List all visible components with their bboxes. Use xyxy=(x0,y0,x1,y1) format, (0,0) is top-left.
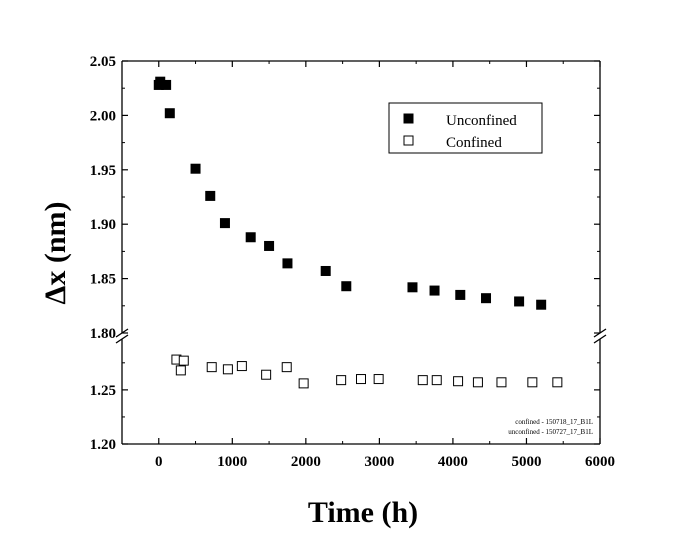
confined-data-point xyxy=(431,375,442,386)
x-tick-label: 3000 xyxy=(364,454,394,470)
confined-data-point xyxy=(356,374,366,385)
unconfined-data-point xyxy=(190,163,201,174)
confined-data-point xyxy=(178,355,189,366)
unconfined-data-point xyxy=(481,293,492,304)
y-tick-label: 2.05 xyxy=(90,54,116,70)
unconfined-data-point xyxy=(264,240,275,251)
y-tick-label: 1.80 xyxy=(90,326,116,342)
legend-box xyxy=(388,102,543,154)
confined-data-point xyxy=(552,377,563,388)
y-axis-title: Δx (nm) xyxy=(39,202,72,305)
confined-data-point xyxy=(472,377,483,388)
legend-label-unconfined: Unconfined xyxy=(446,113,517,129)
confined-data-point xyxy=(281,362,292,373)
confined-data-point xyxy=(336,375,347,386)
x-tick-label: 1000 xyxy=(217,454,247,470)
annotation-line-2: unconfined - 150727_17_B1L xyxy=(508,428,593,436)
sample-annotation: confined - 150718_17_B1L unconfined - 15… xyxy=(508,418,593,436)
data-points xyxy=(153,76,563,389)
x-axis-title: Time (h) xyxy=(308,496,418,529)
y-tick-label: 2.00 xyxy=(90,108,116,124)
unconfined-data-point xyxy=(536,299,547,310)
legend-label-confined: Confined xyxy=(446,135,502,151)
y-tick-label: 1.90 xyxy=(90,217,116,233)
unconfined-data-point xyxy=(514,296,525,307)
confined-data-point xyxy=(298,378,309,389)
confined-data-point xyxy=(496,377,507,388)
confined-data-point xyxy=(373,374,384,385)
break-mark-right-2 xyxy=(593,334,607,344)
confined-data-point xyxy=(417,375,428,386)
axis-ticks: 0 1000 2000 3000 4000 5000 6000 1.80 1.85 1.90 1.9… xyxy=(90,54,615,470)
break-mark-left-2 xyxy=(115,334,129,344)
confined-data-point xyxy=(222,364,233,375)
unconfined-data-point xyxy=(429,285,440,296)
confined-data-point xyxy=(206,362,217,373)
y-tick-label: 1.95 xyxy=(90,163,116,179)
unconfined-data-point xyxy=(205,190,216,201)
confined-data-point xyxy=(261,369,272,380)
x-tick-label: 4000 xyxy=(438,454,468,470)
unconfined-data-point xyxy=(341,281,352,292)
x-tick-label: 6000 xyxy=(585,454,615,470)
legend-marker-unconfined xyxy=(403,113,414,124)
y-axis-break xyxy=(115,328,607,344)
confined-data-point xyxy=(236,361,247,372)
legend: Unconfined Confined xyxy=(388,102,543,154)
confined-data-point xyxy=(527,377,538,388)
unconfined-data-point xyxy=(282,258,293,269)
unconfined-data-point xyxy=(245,232,256,243)
confined-data-point xyxy=(175,365,186,376)
x-tick-label: 0 xyxy=(155,454,163,470)
legend-marker-confined xyxy=(403,135,414,146)
x-tick-label: 2000 xyxy=(291,454,321,470)
unconfined-data-point xyxy=(407,282,418,293)
annotation-line-1: confined - 150718_17_B1L xyxy=(515,418,593,426)
x-tick-label: 5000 xyxy=(511,454,541,470)
unconfined-data-point xyxy=(164,108,175,119)
y-tick-label: 1.25 xyxy=(90,383,116,399)
y-tick-label: 1.20 xyxy=(90,437,116,453)
unconfined-data-point xyxy=(219,218,230,229)
unconfined-data-point xyxy=(161,79,172,90)
unconfined-data-point xyxy=(455,289,466,300)
confined-data-point xyxy=(453,376,464,387)
y-tick-label: 1.85 xyxy=(90,272,116,288)
unconfined-data-point xyxy=(320,265,331,276)
